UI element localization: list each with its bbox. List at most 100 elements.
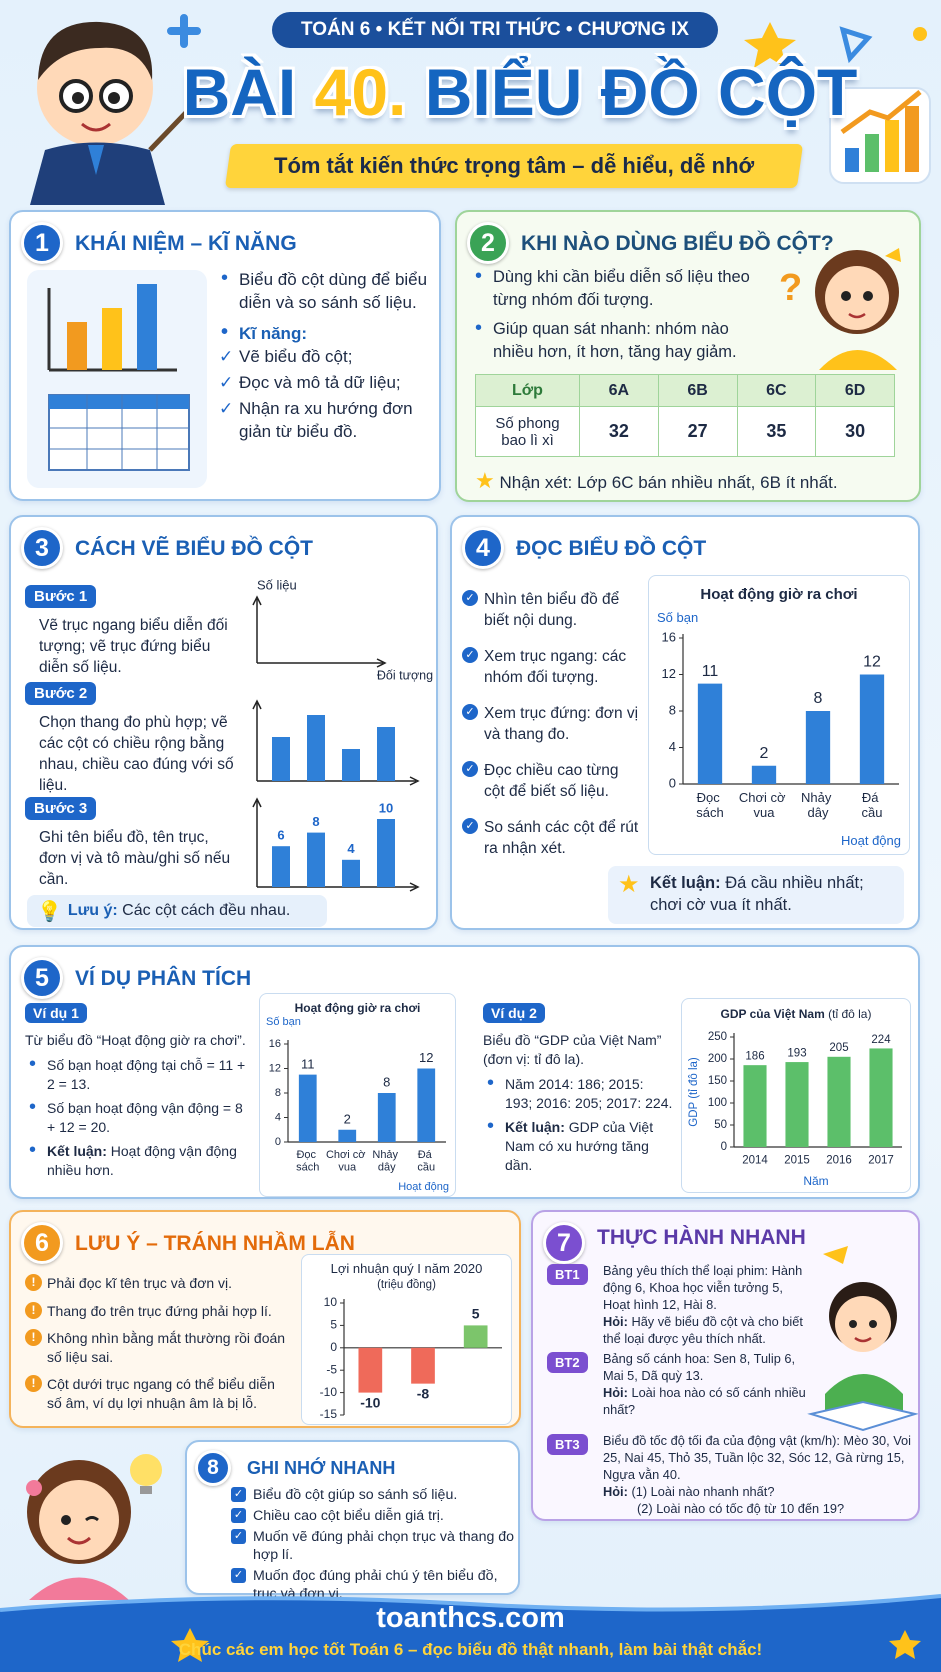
value-label: 193 [787,1047,806,1059]
x-tick-label: Nhảy dây [372,1149,401,1174]
section-number: 1 [21,222,63,264]
list-item: So sánh các cột để rút ra nhận xét. [462,817,642,859]
conclusion: ★ Kết luận: Đá cầu nhiều nhất; chơi cờ vu… [608,866,904,924]
table-row: Số phong bao lì xì 32 27 35 30 [475,406,895,457]
list-item: Vẽ biểu đồ cột; [217,345,429,368]
list-item: Cột dưới trục ngang có thể biểu diễn số … [25,1375,287,1412]
bar [697,683,723,784]
bar [338,1129,357,1142]
list-item: Dùng khi cần biểu diễn số liệu theo từng… [471,265,771,312]
conclusion-label: Kết luận: [650,874,721,892]
x-axis-title: Năm [803,1174,829,1188]
conclusion-label: Kết luận: [47,1143,107,1159]
chart-subtitle: (triệu đồng) [377,1279,436,1291]
value-label: 11 [702,663,719,680]
note: 💡 Lưu ý: Các cột cách đều nhau. [27,895,327,927]
chart-icon [829,87,931,184]
site-name: toanthcs.com [376,1602,565,1634]
bar-chart: GDP (tỉ đô la) 0 50 100 150 200 250 186 2014 193… [688,1031,902,1167]
question: Loài hoa nào có số cánh nhiều nhất? [603,1385,806,1417]
value-label: 12 [863,654,881,671]
exercise-text: Biểu đồ tốc độ tối đa của động vật (km/h… [603,1432,913,1517]
x-tick-label: Đá cầu [862,790,883,820]
section-title: THỰC HÀNH NHANH [597,1226,806,1249]
exercise-data: Bảng yêu thích thể loại phim: Hành động … [603,1263,803,1312]
svg-text:?: ? [779,267,802,309]
section-number: 5 [21,957,63,999]
bar [358,1347,383,1393]
exercise-data: Biểu đồ tốc độ tối đa của động vật (km/h… [603,1433,912,1482]
chart-title: Lợi nhuận quý I năm 2020 [330,1261,483,1276]
bar [743,1065,767,1147]
section-title: CÁCH VẼ BIỂU ĐỒ CỘT [75,537,314,560]
step-text: Vẽ trục ngang biểu diễn đối tượng; vẽ tr… [39,617,228,676]
y-axis-title: GDP (tỉ đô la) [688,1057,700,1127]
y-tick-label: 4 [669,739,676,754]
title-lead: BÀI [182,55,297,129]
chart-title: Hoạt động giờ ra chơi [700,586,858,603]
note-text: Các cột cách đều nhau. [122,902,291,919]
question-label: Hỏi: [603,1385,628,1400]
chart-title-unit: (tỉ đô la) [828,1007,872,1021]
y-tick-label: 5 [330,1318,337,1332]
list-item: Phải đọc kĩ tên trục và đơn vị. [25,1274,287,1293]
example-conclusion: Kết luận: GDP của Việt Nam có xu hướng t… [483,1117,673,1175]
y-tick-label: 8 [669,702,676,717]
exercise-text: Bảng số cánh hoa: Sen 8, Tulip 6, Mai 5,… [603,1350,808,1418]
y-tick-label: 250 [708,1031,727,1043]
section-number: 7 [543,1222,585,1264]
y-tick-label: 8 [275,1087,281,1099]
y-tick-label: 150 [708,1075,727,1087]
y-tick-label: -10 [320,1385,338,1399]
x-tick-label: Đọc sách [696,790,723,820]
chart-title: Hoạt động giờ ra chơi [294,1001,421,1015]
list-item: Giúp quan sát nhanh: nhóm nào nhiều hơn,… [471,317,771,364]
section-title: KHÁI NIỆM – KĨ NĂNG [75,232,297,255]
section-number: 4 [462,527,504,569]
section-title: KHI NÀO DÙNG BIỂU ĐỒ CỘT? [521,232,834,255]
chart-title-main: GDP của Việt Nam [720,1007,825,1021]
list-item: Đọc chiều cao từng cột để biết số liệu. [462,760,642,802]
chart-box: Hoạt động giờ ra chơi Số bạn 0 4 8 12 16 11 Đọ… [648,575,910,855]
y-tick-label: 200 [708,1053,727,1065]
table-header: 6C [736,374,817,407]
step-text: Chọn thang đo phù hợp; vẽ các cột có chi… [39,714,234,794]
concept-illustration [27,270,207,488]
x-axis-label: Đối tượng [377,668,433,682]
exercise-label: BT2 [547,1352,588,1373]
exercise-label: BT3 [547,1434,588,1455]
conclusion-text: Đá cầu nhiều nhất; chơi cờ vua ít nhất. [650,874,864,914]
step-text: Ghi tên biểu đồ, tên trục, đơn vị và tô … [39,829,231,888]
bar [859,674,885,784]
footer-wave [0,1594,941,1672]
section-practice: 7 THỰC HÀNH NHANH BT1 Bảng yêu thích thể… [531,1210,920,1521]
example-points: Năm 2014: 186; 2015: 193; 2016: 205; 201… [483,1074,673,1113]
list-item: Muốn vẽ đúng phải chọn trục và thang đo … [231,1528,516,1564]
list-item: Xem trục ngang: các nhóm đối tượng. [462,646,642,688]
bar [377,1093,396,1142]
value-label: 2 [760,745,769,762]
section-how-to-draw: 3 CÁCH VẼ BIỂU ĐỒ CỘT Bước 1 Vẽ trục nga… [9,515,438,930]
x-tick-label: 2015 [784,1155,810,1167]
conclusion-text: Hoạt động vận động nhiều hơn. [47,1143,237,1178]
remark: ★ Nhận xét: Lớp 6C bán nhiều nhất, 6B ít… [475,468,838,493]
section-concept: 1 KHÁI NIỆM – KĨ NĂNG Biểu đồ cột dùng đ… [9,210,441,501]
value-label: 8 [814,690,823,707]
x-tick-label: Chơi cờ vua [739,790,789,820]
header-decor [30,14,931,205]
value-label: 4 [347,841,355,856]
definition: Biểu đồ cột dùng để biểu diễn và so sánh… [217,267,429,314]
value-label: 8 [383,1075,390,1090]
bar [342,859,360,887]
value-label: 5 [472,1306,480,1322]
value-label: -8 [417,1386,430,1402]
list-item: Số bạn hoạt động tại chỗ = 11 + 2 = 13. [25,1055,247,1094]
subtitle-text: Tóm tắt kiến thức trọng tâm – dễ hiểu, d… [273,153,755,178]
bar [463,1325,488,1348]
section-number: 6 [21,1222,63,1264]
y-tick-label: 12 [662,666,676,681]
question: Hãy vẽ biểu đồ cột và cho biết thể loại … [603,1314,803,1346]
value-label: 2 [344,1111,351,1126]
list-item: Không nhìn bằng mắt thường rồi đoán số l… [25,1329,287,1366]
